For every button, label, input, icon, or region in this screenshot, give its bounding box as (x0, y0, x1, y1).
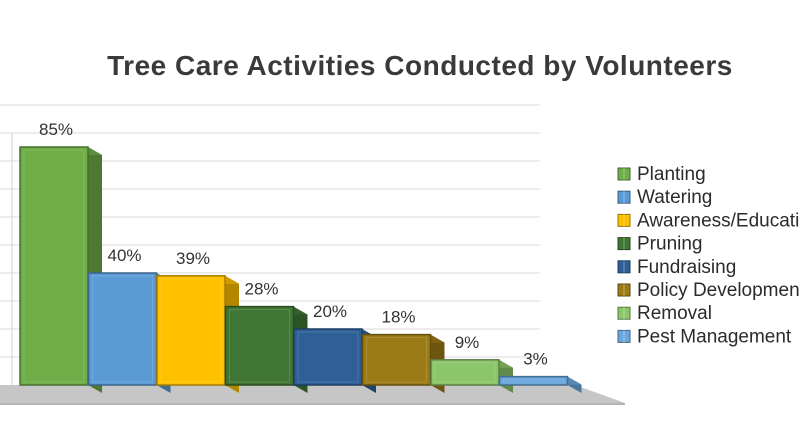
legend-label-planting: Planting (637, 164, 706, 185)
legend-item-pest-management: Pest Management (617, 326, 792, 347)
data-label-fundraising: 20% (313, 302, 347, 321)
floor-edge (0, 403, 625, 405)
data-label-pest-management: 3% (523, 350, 548, 369)
bar-pest-management (498, 375, 582, 393)
data-label-planting: 85% (39, 120, 73, 139)
bar-highlight-fundraising (297, 331, 359, 383)
legend-item-awareness-education: Awareness/Education (617, 210, 800, 231)
legend-label-pest-management: Pest Management (637, 326, 792, 347)
legend-item-policy-development: Policy Development (617, 280, 800, 301)
data-label-awareness-education: 39% (176, 249, 210, 268)
bar-front-pest-management (498, 375, 569, 386)
bar-highlight-removal (434, 362, 496, 383)
legend-label-pruning: Pruning (637, 234, 703, 255)
data-label-watering: 40% (107, 246, 141, 265)
legend-label-watering: Watering (637, 187, 712, 208)
bar-front-pruning (224, 305, 295, 386)
bar-front-fundraising (293, 328, 363, 386)
bar-front-planting (19, 146, 89, 386)
legend-label-fundraising: Fundraising (637, 257, 736, 278)
legend-item-fundraising: Fundraising (617, 257, 736, 278)
floor-surface (0, 385, 625, 403)
bar-highlight-awareness-education (160, 278, 222, 383)
legend-label-removal: Removal (637, 303, 712, 324)
data-labels-layer: 85% 40% 39% 28% 20% 18% 9% 3% (39, 120, 548, 369)
bar-highlight-pruning (229, 309, 290, 383)
bar-highlight-planting (23, 149, 85, 383)
legend-label-awareness-education: Awareness/Education (637, 210, 800, 231)
legend-item-removal: Removal (617, 303, 712, 324)
bar-front-removal (430, 359, 500, 386)
chart-title: Tree Care Activities Conducted by Volunt… (107, 50, 733, 81)
data-label-policy-development: 18% (381, 308, 415, 327)
legend-item-pruning: Pruning (617, 234, 703, 255)
data-label-removal: 9% (455, 333, 480, 352)
bar-highlight-watering (92, 275, 153, 383)
bar-highlight-policy-development (366, 337, 427, 383)
legend-item-watering: Watering (617, 187, 712, 208)
bar-front-policy-development (361, 333, 432, 386)
bar-highlight-pest-management (503, 379, 564, 383)
bar-front-awareness-education (156, 275, 226, 386)
data-label-pruning: 28% (244, 280, 278, 299)
legend-label-policy-development: Policy Development (637, 280, 800, 301)
bars-layer (19, 146, 582, 393)
legend-item-planting: Planting (617, 164, 706, 185)
bar-front-watering (87, 272, 158, 386)
bar-planting (19, 146, 102, 393)
chart-floor (0, 385, 625, 405)
